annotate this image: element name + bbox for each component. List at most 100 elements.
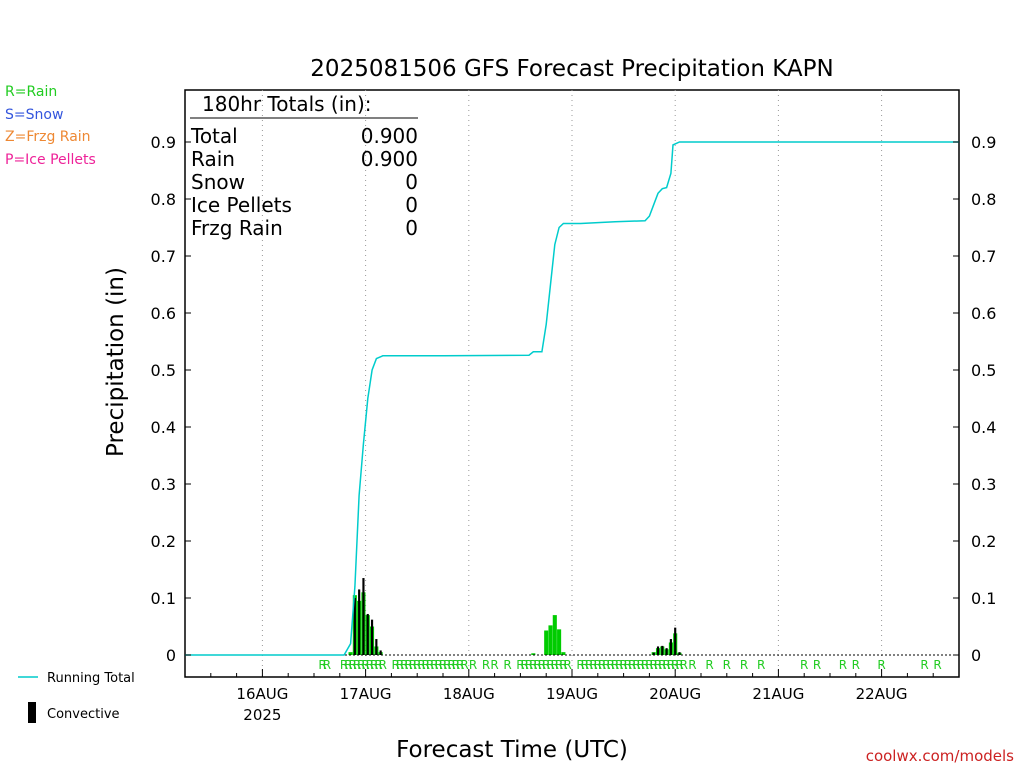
totals-heading: 180hr Totals (in): xyxy=(202,92,372,116)
ptype-mark-50: R xyxy=(598,658,606,672)
ptype-mark-41: R xyxy=(551,658,559,672)
y-tick-label-left-0: 0 xyxy=(166,646,176,665)
ptype-mark-69: R xyxy=(680,658,688,672)
ptype-mark-81: R xyxy=(933,658,941,672)
ptype-mark-61: R xyxy=(645,658,653,672)
ptype-mark-30: R xyxy=(482,658,490,672)
y-tick-label-left-8: 0.8 xyxy=(151,190,176,209)
ptype-mark-45: R xyxy=(576,658,584,672)
legend-rain: R=Rain xyxy=(5,84,57,100)
y-tick-label-right-3: 0.3 xyxy=(971,475,996,494)
ptype-mark-78: R xyxy=(852,658,860,672)
x-axis: 16AUG 2025 17AUG 18AUG 19AUG 20AUG 21AUG 22AUG xyxy=(184,669,960,724)
y-tick-label-left-4: 0.4 xyxy=(151,418,176,437)
ptype-mark-37: R xyxy=(533,658,541,672)
ptype-mark-39: R xyxy=(542,658,550,672)
ptype-mark-70: R xyxy=(688,658,696,672)
ptype-mark-4: R xyxy=(349,658,357,672)
ptype-mark-53: R xyxy=(611,658,619,672)
rain-bar-0 xyxy=(348,652,353,655)
ptype-mark-26: R xyxy=(452,658,460,672)
convective-bar-5 xyxy=(375,639,378,655)
y-tick-label-right-2: 0.2 xyxy=(971,532,996,551)
ptype-mark-67: R xyxy=(671,658,679,672)
ptype-mark-44: R xyxy=(564,658,572,672)
convective-bar-2 xyxy=(362,578,365,655)
ptype-mark-58: R xyxy=(632,658,640,672)
ptype-mark-14: R xyxy=(400,658,408,672)
ptype-mark-38: R xyxy=(538,658,546,672)
y-tick-label-right-5: 0.5 xyxy=(971,361,996,380)
totals-label-0: Total xyxy=(190,124,238,148)
ptype-mark-64: R xyxy=(658,658,666,672)
y-tick-label-right-9: 0.9 xyxy=(971,133,996,152)
ptype-mark-65: R xyxy=(662,658,670,672)
ptype-mark-66: R xyxy=(667,658,675,672)
convective-bar-7 xyxy=(652,652,655,655)
ptype-mark-8: R xyxy=(366,658,374,672)
totals-label-2: Snow xyxy=(191,170,245,194)
ptype-mark-17: R xyxy=(413,658,421,672)
totals-value-0: 0.900 xyxy=(361,124,418,148)
ptype-mark-46: R xyxy=(581,658,589,672)
legend-snow: S=Snow xyxy=(5,107,63,123)
convective-bar-10 xyxy=(665,648,668,655)
ptype-mark-12: R xyxy=(392,658,400,672)
y-tick-label-left-6: 0.6 xyxy=(151,304,176,323)
rain-bar-10 xyxy=(548,625,553,655)
ptype-mark-10: R xyxy=(374,658,382,672)
running-total-legend-label: Running Total xyxy=(47,671,135,686)
y-tick-label-left-1: 0.1 xyxy=(151,589,176,608)
y-tick-label-left-2: 0.2 xyxy=(151,532,176,551)
ptype-mark-13: R xyxy=(396,658,404,672)
y-tick-label-right-4: 0.4 xyxy=(971,418,996,437)
convective-legend-label: Convective xyxy=(47,707,120,722)
ptype-mark-5: R xyxy=(353,658,361,672)
ptype-mark-20: R xyxy=(426,658,434,672)
ptype-mark-28: R xyxy=(460,658,468,672)
convective-bar-3 xyxy=(366,613,369,655)
ptype-mark-29: R xyxy=(469,658,477,672)
ptype-mark-31: R xyxy=(490,658,498,672)
convective-bar-1 xyxy=(358,589,361,655)
ptype-mark-42: R xyxy=(555,658,563,672)
series-legend: Running Total Convective xyxy=(18,671,135,723)
legend-frzg-rain: Z=Frzg Rain xyxy=(5,129,91,145)
ptype-mark-49: R xyxy=(594,658,602,672)
convective-bar-8 xyxy=(656,646,660,655)
ptype-mark-6: R xyxy=(357,658,365,672)
y-axis-right: 0 0.1 0.2 0.3 0.4 0.5 0.6 0.7 0.8 0.9 xyxy=(953,133,996,665)
convective-legend-swatch xyxy=(28,702,36,723)
x-tick-label-5: 21AUG xyxy=(752,685,804,703)
ptype-mark-15: R xyxy=(404,658,412,672)
ptype-mark-32: R xyxy=(503,658,511,672)
rain-bar-13 xyxy=(561,652,566,655)
ptype-mark-63: R xyxy=(654,658,662,672)
ptype-mark-3: R xyxy=(344,658,352,672)
convective-bar-0 xyxy=(353,598,356,655)
x-axis-title: Forecast Time (UTC) xyxy=(396,737,628,763)
ptype-mark-77: R xyxy=(839,658,847,672)
precip-bars xyxy=(348,592,682,655)
ptype-mark-22: R xyxy=(435,658,443,672)
ptype-mark-11: R xyxy=(379,658,387,672)
y-tick-label-left-9: 0.9 xyxy=(151,133,176,152)
ptype-mark-56: R xyxy=(624,658,632,672)
convective-bar-9 xyxy=(661,645,664,655)
ptype-mark-74: R xyxy=(757,658,765,672)
ptype-mark-16: R xyxy=(409,658,417,672)
convective-bars xyxy=(353,578,681,655)
x-tick-sublabel-0: 2025 xyxy=(243,706,281,724)
totals-label-3: Ice Pellets xyxy=(191,193,292,217)
ptype-mark-54: R xyxy=(615,658,623,672)
y-tick-label-left-7: 0.7 xyxy=(151,247,176,266)
totals-box: 180hr Totals (in): Total 0.900 Rain 0.900 Sn… xyxy=(190,92,418,240)
y-tick-label-right-1: 0.1 xyxy=(971,589,996,608)
rain-bar-12 xyxy=(557,629,562,655)
ptype-mark-43: R xyxy=(559,658,567,672)
ptype-mark-75: R xyxy=(800,658,808,672)
ptype-mark-33: R xyxy=(516,658,524,672)
rain-bar-9 xyxy=(544,630,549,655)
